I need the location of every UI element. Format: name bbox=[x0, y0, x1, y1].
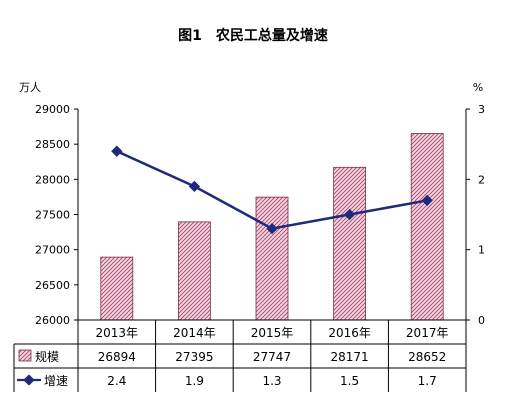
right-tick-label: 3 bbox=[478, 103, 485, 116]
line-point bbox=[111, 145, 123, 157]
left-tick-label: 26500 bbox=[35, 279, 70, 292]
right-tick-label: 1 bbox=[478, 244, 485, 257]
category-label: 2013年 bbox=[96, 326, 139, 340]
right-tick-label: 0 bbox=[478, 314, 485, 327]
right-axis: 0 1 2 3 bbox=[465, 103, 485, 327]
bar bbox=[100, 256, 134, 321]
legend-bar-label: 规模 bbox=[35, 349, 59, 364]
data-table bbox=[13, 319, 467, 392]
bar bbox=[333, 166, 367, 321]
legend-bar-swatch bbox=[18, 349, 32, 362]
line-point bbox=[266, 222, 278, 235]
table-cell: 1.9 bbox=[185, 374, 204, 388]
table-cell: 2.4 bbox=[107, 374, 126, 388]
category-label: 2017年 bbox=[406, 326, 449, 340]
left-tick-label: 27000 bbox=[35, 244, 70, 257]
right-tick-label: 2 bbox=[478, 173, 485, 186]
table-cell: 28652 bbox=[408, 350, 446, 364]
left-axis-unit: 万人 bbox=[19, 81, 41, 94]
bar bbox=[410, 133, 444, 321]
bar bbox=[255, 196, 289, 321]
table-cell: 27747 bbox=[253, 350, 291, 364]
line-point bbox=[188, 180, 201, 193]
table-cell: 1.7 bbox=[418, 374, 437, 388]
left-tick-label: 29000 bbox=[35, 103, 70, 116]
table-cell: 1.3 bbox=[262, 374, 281, 388]
right-axis-unit: % bbox=[473, 81, 483, 94]
left-tick-label: 28500 bbox=[35, 138, 70, 151]
left-tick-label: 26000 bbox=[35, 314, 70, 327]
category-label: 2015年 bbox=[251, 326, 294, 340]
line-series bbox=[111, 145, 433, 235]
table-cell: 26894 bbox=[98, 350, 136, 364]
chart-title: 图1 农民工总量及增速 bbox=[178, 27, 328, 44]
line-point bbox=[343, 208, 356, 221]
table-cell: 1.5 bbox=[340, 374, 359, 388]
left-axis: 26000 26500 27000 27500 28000 28500 29000 bbox=[35, 103, 79, 327]
table-cell: 27395 bbox=[175, 350, 213, 364]
line-point bbox=[421, 194, 433, 207]
left-tick-label: 27500 bbox=[35, 209, 70, 222]
category-label: 2014年 bbox=[173, 326, 216, 340]
bar-series bbox=[100, 133, 444, 321]
bar bbox=[177, 221, 211, 321]
table-cell: 28171 bbox=[331, 350, 369, 364]
left-tick-label: 28000 bbox=[35, 173, 70, 186]
legend-line-marker bbox=[23, 374, 35, 386]
category-label: 2016年 bbox=[328, 326, 371, 340]
legend-line-label: 增速 bbox=[44, 374, 68, 388]
